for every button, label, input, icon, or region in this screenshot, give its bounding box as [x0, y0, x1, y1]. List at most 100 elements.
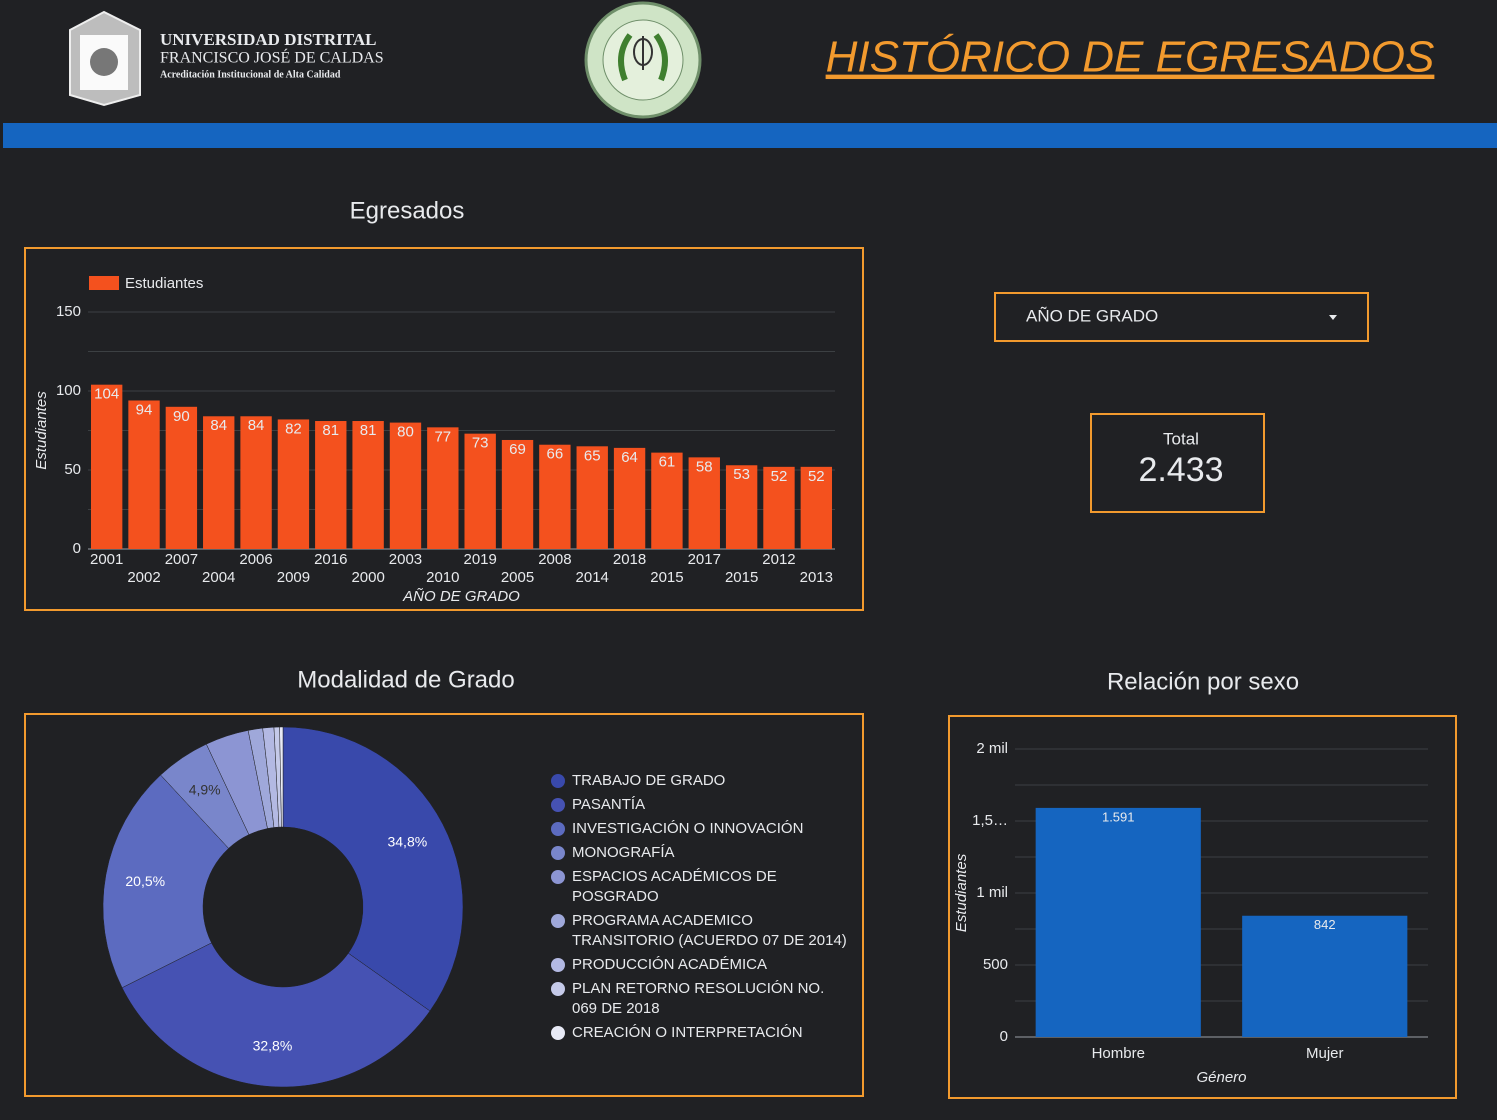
legend-swatch — [551, 914, 565, 928]
x-tick-label: Hombre — [1092, 1045, 1145, 1062]
data-label: 64 — [621, 449, 638, 466]
bar — [651, 452, 683, 549]
legend-swatch — [551, 798, 565, 812]
data-label: 80 — [397, 424, 414, 441]
data-label: 84 — [248, 417, 265, 434]
data-label: 69 — [509, 441, 526, 458]
legend-label: CREACIÓN O INTERPRETACIÓN — [572, 1024, 803, 1041]
x-tick-label: 2008 — [538, 551, 571, 568]
bar — [427, 427, 459, 549]
x-tick-label: 2007 — [165, 551, 198, 568]
bar — [501, 439, 534, 549]
legend-label-line: PLAN RETORNO RESOLUCIÓN NO. — [572, 980, 828, 997]
legend-swatch — [551, 822, 565, 836]
x-tick-label: 2003 — [389, 551, 422, 568]
faculty-logo — [584, 1, 702, 119]
x-tick-label: 2000 — [351, 569, 384, 586]
data-label: 66 — [547, 446, 564, 463]
page-title: HISTÓRICO DE EGRESADOS — [826, 33, 1435, 82]
legend-swatch — [89, 276, 119, 290]
data-label: 94 — [136, 401, 153, 418]
bar — [203, 416, 235, 549]
x-tick-label: 2010 — [426, 569, 459, 586]
y-axis-title: Estudiantes — [33, 391, 50, 470]
legend-label: Estudiantes — [125, 275, 203, 292]
y-tick-label: 1,5… — [972, 812, 1008, 829]
university-name: FRANCISCO JOSÉ DE CALDAS — [160, 48, 384, 67]
x-tick-label: 2016 — [314, 551, 347, 568]
bar — [90, 384, 123, 549]
chart-frame — [24, 247, 864, 611]
bar — [165, 406, 198, 549]
data-label: 4,9% — [189, 782, 221, 798]
data-label: 65 — [584, 447, 601, 464]
bar — [464, 433, 496, 549]
legend-swatch — [551, 846, 565, 860]
legend-label: MONOGRAFÍA — [572, 844, 675, 861]
y-tick-label: 50 — [64, 461, 81, 478]
chart-frame — [948, 715, 1457, 1099]
data-label: 52 — [771, 468, 788, 485]
chart-title: Relación por sexo — [1107, 668, 1299, 695]
data-label: 32,8% — [253, 1037, 293, 1053]
bar — [128, 400, 160, 549]
legend-label-line: TRANSITORIO (ACUERDO 07 DE 2014) — [572, 932, 847, 949]
legend-swatch — [551, 1026, 565, 1040]
scorecard-label: Total — [1163, 429, 1199, 448]
x-tick-label: 2005 — [501, 569, 534, 586]
x-tick-label: 2001 — [90, 551, 123, 568]
x-axis-title: AÑO DE GRADO — [402, 588, 520, 605]
data-label: 53 — [733, 466, 750, 483]
data-label: 81 — [322, 422, 339, 439]
pie-slice — [279, 726, 284, 828]
data-label: 842 — [1314, 917, 1336, 932]
dropdown-arrow[interactable] — [1329, 315, 1337, 320]
x-tick-label: 2002 — [127, 569, 160, 586]
legend-label-line: PROGRAMA ACADEMICO — [572, 912, 757, 929]
data-label: 81 — [360, 422, 377, 439]
bar — [277, 419, 310, 549]
legend-label: TRABAJO DE GRADO — [572, 772, 725, 789]
university-accreditation: Acreditación Institucional de Alta Calid… — [160, 69, 341, 80]
chart-title: Modalidad de Grado — [297, 666, 514, 693]
bar — [763, 466, 795, 549]
dropdown[interactable] — [994, 292, 1369, 342]
dropdown-label[interactable]: AÑO DE GRADO — [1026, 306, 1158, 325]
x-tick-label: 2014 — [576, 569, 609, 586]
legend-label: ESPACIOS ACADÉMICOS DE POSGRADO — [572, 868, 781, 905]
data-label: 61 — [659, 454, 676, 471]
legend-swatch — [551, 982, 565, 996]
data-label: 84 — [210, 417, 227, 434]
bar — [613, 447, 646, 549]
bar — [539, 444, 571, 549]
data-label: 52 — [808, 468, 825, 485]
data-label: 34,8% — [387, 833, 427, 849]
y-tick-label: 150 — [56, 303, 81, 320]
x-tick-label: 2009 — [277, 569, 310, 586]
legend-label: PLAN RETORNO RESOLUCIÓN NO. 069 DE 2018 — [572, 980, 828, 1017]
x-tick-label: 2013 — [800, 569, 833, 586]
scorecard — [1090, 413, 1265, 513]
data-label: 104 — [94, 386, 119, 403]
legend-label: PRODUCCIÓN ACADÉMICA — [572, 956, 767, 973]
x-tick-label: 2017 — [688, 551, 721, 568]
legend-label-line: ESPACIOS ACADÉMICOS DE — [572, 868, 781, 885]
data-label: 1.591 — [1102, 809, 1135, 824]
legend-swatch — [551, 958, 565, 972]
header-bar — [3, 123, 1497, 148]
bar — [576, 446, 608, 549]
y-tick-label: 1 mil — [976, 884, 1008, 901]
data-label: 90 — [173, 408, 190, 425]
legend-label-line: 069 DE 2018 — [572, 1000, 660, 1017]
x-tick-label: 2012 — [762, 551, 795, 568]
data-label: 20,5% — [125, 873, 165, 889]
y-tick-label: 100 — [56, 382, 81, 399]
x-tick-label: 2019 — [463, 551, 496, 568]
y-tick-label: 0 — [1000, 1028, 1008, 1045]
y-axis-title: Estudiantes — [953, 853, 970, 932]
bar — [389, 422, 422, 549]
x-tick-label: 2006 — [239, 551, 272, 568]
y-tick-label: 0 — [73, 540, 81, 557]
bar — [725, 465, 758, 549]
